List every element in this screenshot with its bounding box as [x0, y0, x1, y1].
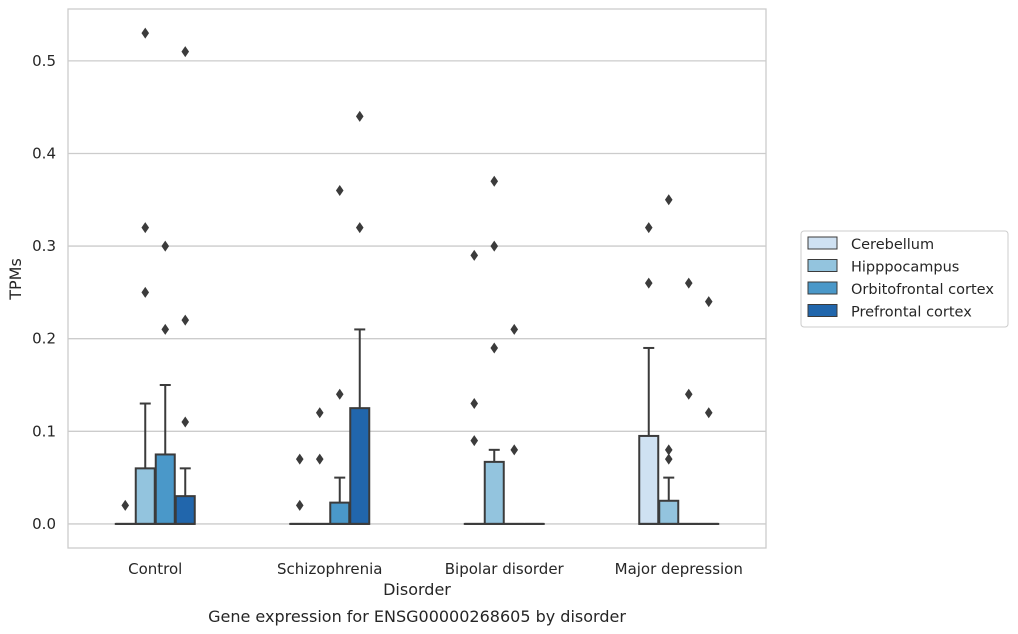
legend-swatch	[807, 281, 838, 295]
box-body	[134, 467, 156, 525]
outlier-point	[644, 222, 653, 234]
outlier-point	[141, 27, 150, 39]
outlier-point	[295, 453, 304, 465]
outlier-point	[684, 388, 693, 400]
outlier-point	[181, 46, 190, 58]
box-hipppocampus	[658, 476, 680, 525]
outlier-point	[490, 240, 499, 252]
outlier-point	[510, 323, 519, 335]
outlier-point	[470, 249, 479, 261]
outlier-point	[490, 175, 499, 187]
legend-label: Prefrontal cortex	[851, 305, 972, 321]
legend: Cerebellum Hipppocampus Orbitofrontal cort…	[800, 230, 1009, 328]
y-tick-label: 0.0	[32, 515, 56, 533]
outlier-point	[664, 444, 673, 456]
x-axis-label: Disorder	[383, 580, 451, 599]
outlier-point	[470, 435, 479, 447]
outlier-point	[335, 388, 344, 400]
box-hipppocampus	[483, 448, 505, 525]
x-axis-ticks: Control Schizophrenia Bipolar disorder Majo…	[128, 560, 743, 578]
outlier-point	[121, 499, 130, 511]
outlier-point	[664, 194, 673, 206]
box-body	[349, 407, 371, 525]
y-tick-label: 0.3	[32, 237, 56, 255]
plot-frame	[67, 8, 767, 549]
outlier-point	[704, 296, 713, 308]
outlier-point	[664, 453, 673, 465]
box-cerebellum	[638, 346, 660, 525]
legend-label: Cerebellum	[851, 237, 934, 253]
box-body	[483, 460, 505, 525]
box-hipppocampus	[134, 402, 156, 525]
y-tick-label: 0.1	[32, 422, 56, 440]
outlier-point	[315, 453, 324, 465]
outlier-point	[704, 407, 713, 419]
outlier-point	[644, 277, 653, 289]
outlier-point	[355, 110, 364, 122]
outlier-point	[295, 499, 304, 511]
y-axis-ticks: 0.0 0.1 0.2 0.3 0.4 0.5	[32, 52, 56, 533]
outlier-point	[470, 398, 479, 410]
outlier-point	[355, 222, 364, 234]
outlier-point	[335, 185, 344, 197]
x-tick-label: Control	[128, 560, 182, 578]
box-body	[154, 453, 176, 525]
x-tick-label: Bipolar disorder	[445, 560, 565, 578]
outlier-point	[181, 314, 190, 326]
box-orbitofrontal-cortex	[329, 476, 351, 525]
box-prefrontal-cortex	[174, 467, 196, 525]
legend-swatch	[807, 236, 838, 250]
outlier-point	[141, 286, 150, 298]
box-prefrontal-cortex	[349, 328, 371, 525]
box-body	[638, 434, 660, 525]
y-axis-label: TPMs	[6, 258, 25, 301]
outlier-point	[161, 240, 170, 252]
outlier-point	[684, 277, 693, 289]
legend-frame	[800, 230, 1009, 328]
box-body	[658, 499, 680, 525]
outlier-point	[490, 342, 499, 354]
y-tick-label: 0.2	[32, 330, 56, 348]
outlier-point	[141, 222, 150, 234]
outlier-point	[510, 444, 519, 456]
box-body	[329, 501, 351, 525]
boxes	[114, 328, 720, 525]
outlier-point	[315, 407, 324, 419]
legend-swatch	[807, 259, 838, 272]
legend-label: Hipppocampus	[851, 260, 959, 276]
x-tick-label: Schizophrenia	[277, 560, 382, 578]
legend-swatch	[807, 304, 838, 317]
outlier-point	[161, 323, 170, 335]
box-orbitofrontal-cortex	[154, 384, 176, 525]
y-tick-label: 0.5	[32, 52, 56, 70]
y-tick-label: 0.4	[32, 144, 56, 162]
figure-caption: Gene expression for ENSG00000268605 by d…	[208, 607, 626, 626]
outlier-point	[181, 416, 190, 428]
x-tick-label: Major depression	[615, 560, 743, 578]
outliers	[121, 27, 713, 511]
box-body	[174, 495, 196, 525]
legend-label: Orbitofrontal cortex	[851, 282, 994, 298]
